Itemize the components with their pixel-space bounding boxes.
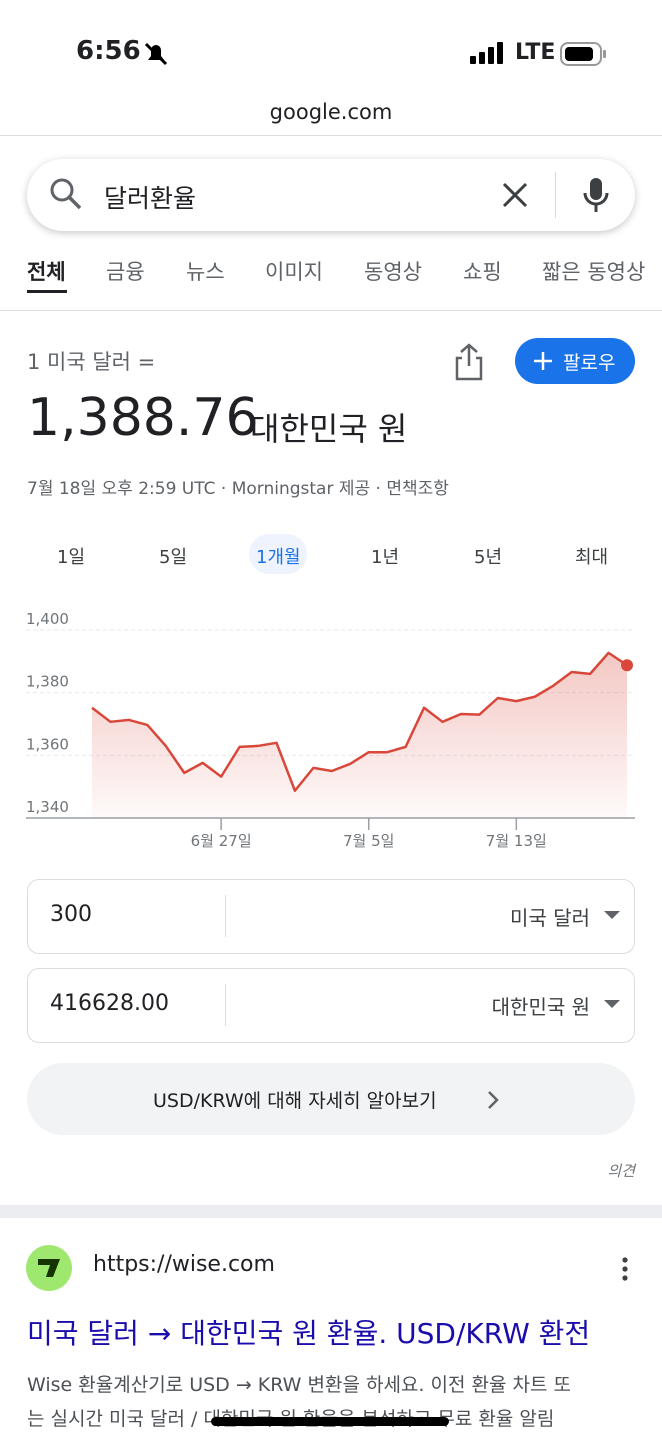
range-tab[interactable]: 1년: [371, 547, 400, 568]
voice-button[interactable]: [580, 176, 612, 214]
range-tab[interactable]: 최대: [575, 547, 609, 568]
to-currency[interactable]: 대한민국 원: [491, 995, 590, 1019]
tab[interactable]: 전체: [27, 260, 66, 284]
currency: 대한민국 원: [250, 410, 408, 448]
tab-indicator: [27, 290, 67, 293]
source: 7월 18일 오후 2:59 UTC · Morningstar 제공 · 면책…: [27, 479, 449, 499]
share-button[interactable]: [453, 342, 485, 382]
status-time: 6:56: [76, 36, 141, 66]
chevron: [488, 1091, 499, 1109]
signal-icon: [470, 42, 503, 64]
range-tab[interactable]: 1일: [57, 547, 86, 568]
tab[interactable]: 쇼핑: [463, 260, 502, 284]
result-url[interactable]: https://wise.com: [93, 1252, 275, 1277]
base-label: 1 미국 달러 =: [27, 350, 156, 374]
follow-label[interactable]: 팔로우: [563, 352, 616, 374]
range-tab[interactable]: 5년: [474, 547, 503, 568]
chart: 1,340 1,360 1,380 1,400 6월 27일 7월 5일 7월 13일: [26, 610, 635, 850]
tab[interactable]: 이미지: [265, 260, 323, 284]
search-icon: [50, 178, 82, 210]
y-tick-label: 1,380: [26, 673, 69, 691]
y-tick-label: 1,340: [26, 798, 69, 816]
result-snippet: Wise 환율계산기로 USD → KRW 변환을 하세요. 이전 환율 차트 …: [27, 1374, 571, 1396]
area: [92, 652, 627, 818]
y-tick-label: 1,360: [26, 735, 69, 753]
dropdown-arrow: [604, 911, 620, 919]
site-icon: [26, 1245, 72, 1291]
y-tick-label: 1,400: [26, 610, 69, 628]
battery-icon: [560, 42, 606, 66]
clear-button[interactable]: [500, 180, 530, 210]
mute-icon: [144, 42, 168, 66]
feedback-link[interactable]: 의견: [607, 1162, 635, 1180]
network-label: LTE: [515, 40, 556, 65]
dropdown-arrow: [604, 1000, 620, 1008]
more-button[interactable]: [27, 1063, 635, 1135]
plus-icon: [534, 352, 552, 370]
divider: [225, 895, 226, 937]
tab[interactable]: 짧은 동영상: [542, 260, 646, 284]
section-separator: [0, 1205, 662, 1218]
search-box[interactable]: [27, 159, 635, 231]
url-bar[interactable]: google.com: [269, 100, 393, 124]
from-currency[interactable]: 미국 달러: [510, 906, 590, 930]
x-tick-label: 7월 5일: [343, 832, 394, 850]
x-tick-label: 6월 27일: [191, 832, 252, 850]
end-point: [621, 659, 633, 672]
result-title[interactable]: 미국 달러 → 대한민국 원 환율. USD/KRW 환전: [27, 1317, 591, 1350]
divider: [225, 984, 226, 1026]
more-label[interactable]: USD/KRW에 대해 자세히 알아보기: [153, 1090, 437, 1112]
line: [91, 651, 628, 792]
divider: [555, 172, 556, 218]
search-query[interactable]: 달러환율: [104, 184, 197, 213]
tab[interactable]: 금융: [106, 260, 145, 284]
range-highlight: [249, 534, 307, 574]
rate: 1,388.76: [27, 388, 259, 448]
home-indicator: [211, 1417, 449, 1426]
range-tab[interactable]: 5일: [159, 547, 188, 568]
result-input[interactable]: [27, 968, 635, 1043]
tab[interactable]: 동영상: [364, 260, 422, 284]
amount[interactable]: 300: [50, 902, 92, 927]
result-amount[interactable]: 416628.00: [50, 991, 169, 1016]
amount-input[interactable]: [27, 879, 635, 954]
divider: [0, 135, 662, 136]
divider: [0, 310, 662, 311]
tab[interactable]: 뉴스: [186, 260, 225, 284]
x-tick-label: 7월 13일: [486, 832, 547, 850]
more-options[interactable]: [618, 1256, 632, 1282]
range-tab[interactable]: 1개월: [256, 547, 301, 568]
